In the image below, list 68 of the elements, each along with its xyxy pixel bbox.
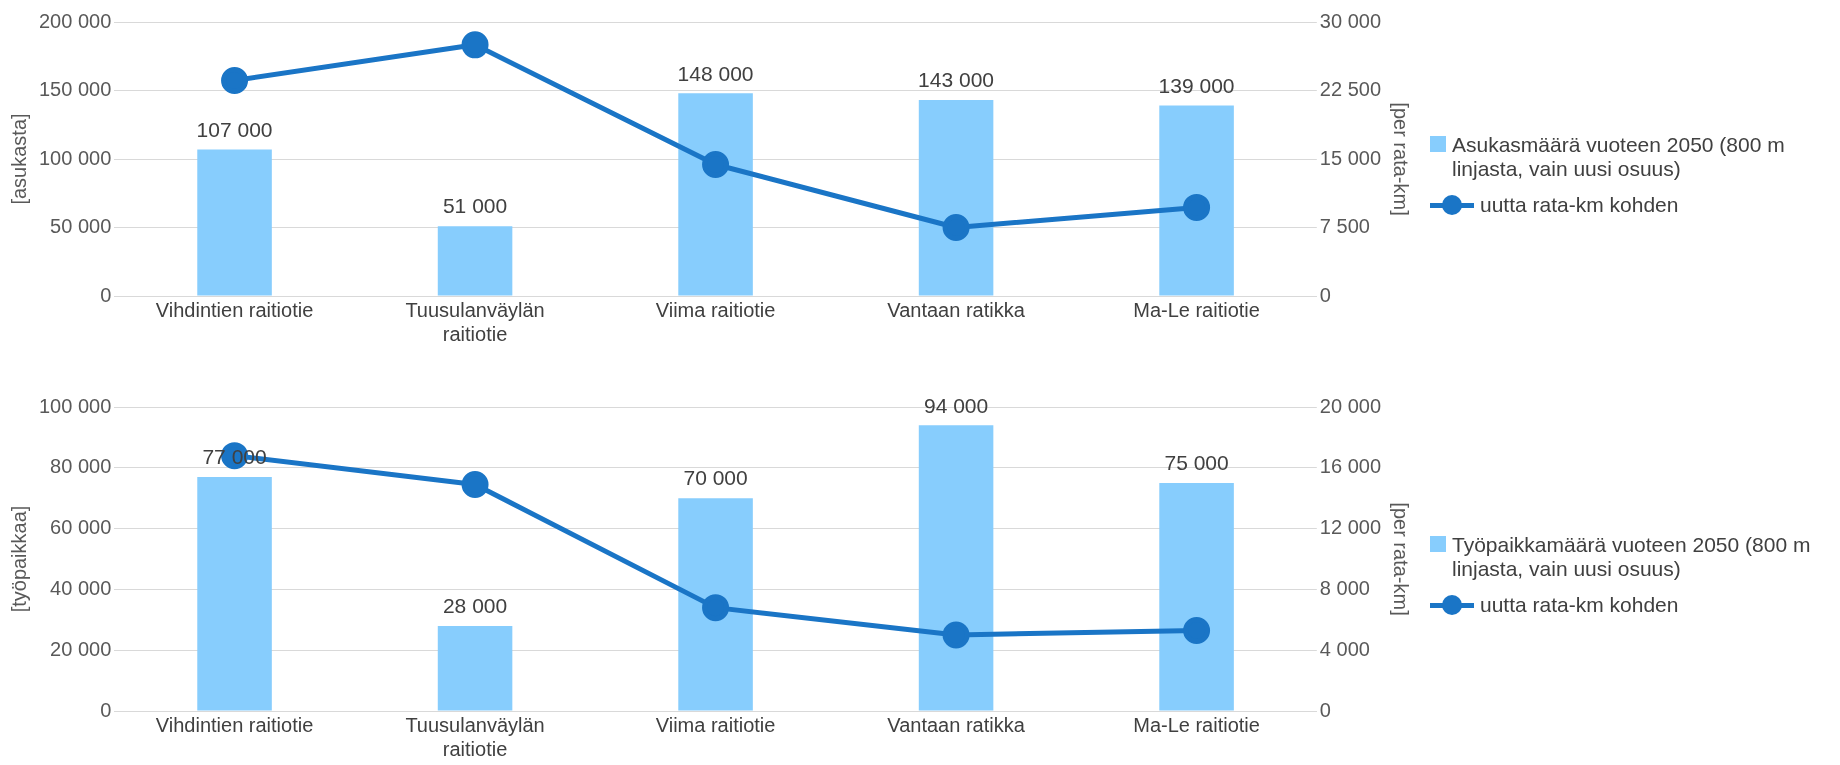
- y2-tick-label: 7 500: [1319, 215, 1370, 238]
- y-tick-label: 100 000: [39, 394, 112, 417]
- x-tick-label: Ma-Le raitiotie: [1133, 713, 1260, 736]
- point: [461, 31, 489, 59]
- legend-label: Työpaikkamäärä vuoteen 2050 (800 m linjasta, vain uusi osuus): [1452, 533, 1812, 581]
- x-tick-label: Vihdintien raitiotie: [155, 298, 314, 321]
- point: [942, 214, 970, 241]
- y-axis-title: [työpaikkaa]: [7, 505, 30, 613]
- y-tick-label: 20 000: [50, 637, 112, 660]
- y2-tick-label: 30 000: [1319, 9, 1381, 32]
- legend-label: uutta rata-km kohden: [1480, 193, 1679, 217]
- point: [942, 621, 970, 649]
- bar: [918, 100, 994, 296]
- y2-tick-label: 22 500: [1319, 78, 1381, 101]
- bar: [678, 498, 753, 711]
- bar: [197, 149, 272, 296]
- x-tick-label: Vantaan ratikka: [887, 298, 1026, 321]
- bar: [1159, 105, 1234, 296]
- point: [702, 594, 730, 622]
- y2-tick-label: 20 000: [1319, 394, 1381, 417]
- y2-tick-label: 15 000: [1319, 146, 1381, 169]
- x-tick-label: Viima raitiotie: [655, 713, 776, 736]
- y-tick-label: 100 000: [39, 146, 112, 169]
- y-tick-label: 150 000: [39, 78, 112, 101]
- data-label: 75 000: [1164, 451, 1229, 475]
- y2-tick-label: 4 000: [1319, 637, 1370, 660]
- y2-tick-label: 16 000: [1319, 455, 1381, 478]
- x-tick-label: Tuusulanväylän raitiotie: [405, 298, 545, 345]
- x-tick-label: Vantaan ratikka: [887, 713, 1026, 736]
- y-tick-label: 0: [100, 698, 112, 721]
- bar: [437, 625, 513, 711]
- bar: [437, 226, 513, 296]
- y-tick-label: 80 000: [50, 455, 112, 478]
- y-tick-label: 60 000: [50, 516, 112, 539]
- y-tick-label: 50 000: [50, 215, 112, 238]
- point: [702, 150, 730, 178]
- data-label: 139 000: [1158, 73, 1235, 97]
- data-label: 51 000: [442, 194, 508, 218]
- point: [1183, 616, 1211, 644]
- x-tick-label: Vihdintien raitiotie: [155, 713, 314, 736]
- legend-label: uutta rata-km kohden: [1480, 593, 1679, 617]
- y-axis-title: [asukasta]: [7, 113, 30, 205]
- data-label: 143 000: [918, 68, 995, 92]
- bar: [1159, 483, 1234, 711]
- data-label: 148 000: [677, 61, 754, 85]
- data-label: 28 000: [442, 594, 508, 618]
- y2-axis-title: [per rata-km]: [1390, 502, 1413, 616]
- y-tick-label: 40 000: [50, 576, 112, 599]
- y2-tick-label: 0: [1319, 283, 1331, 306]
- x-tick-label: Tuusulanväylän raitiotie: [405, 713, 545, 760]
- data-label: 107 000: [196, 117, 273, 141]
- point: [221, 66, 249, 94]
- y2-axis-title: [per rata-km]: [1390, 102, 1413, 216]
- data-label: 94 000: [923, 393, 989, 417]
- bar: [678, 93, 753, 296]
- y2-tick-label: 12 000: [1319, 516, 1381, 539]
- y2-tick-label: 8 000: [1319, 576, 1370, 599]
- y-tick-label: 0: [100, 283, 112, 306]
- y-tick-label: 200 000: [39, 9, 112, 32]
- y2-tick-label: 0: [1319, 698, 1331, 721]
- point: [461, 471, 489, 499]
- legend-label: Asukasmäärä vuoteen 2050 (800 m linjasta, vain uusi osuus): [1452, 133, 1786, 181]
- bar: [197, 476, 272, 711]
- bar: [918, 425, 994, 711]
- data-label: 70 000: [683, 466, 748, 490]
- x-tick-label: Ma-Le raitiotie: [1133, 298, 1260, 321]
- x-tick-label: Viima raitiotie: [655, 298, 776, 321]
- point: [1183, 193, 1211, 221]
